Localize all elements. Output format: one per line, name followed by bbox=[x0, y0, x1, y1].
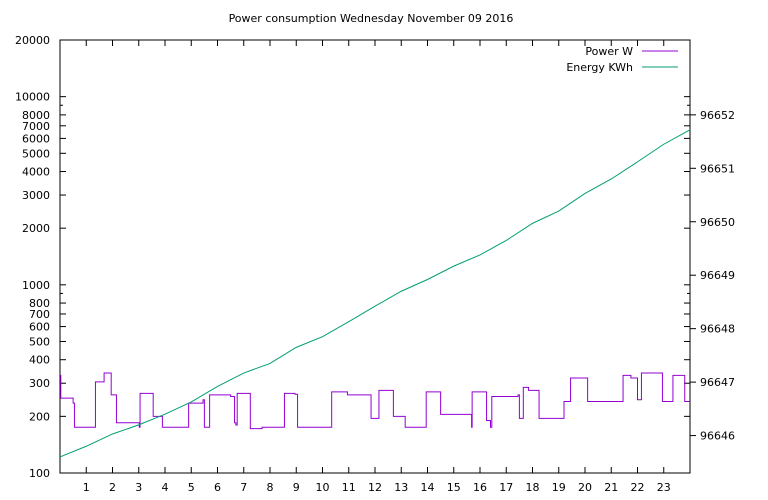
x-tick-label: 20 bbox=[578, 481, 592, 494]
y2-tick-label: 96648 bbox=[700, 323, 735, 336]
legend-label: Energy KWh bbox=[566, 61, 633, 74]
y-tick-label: 4000 bbox=[22, 166, 50, 179]
series-layer bbox=[59, 129, 691, 458]
x-tick-label: 19 bbox=[552, 481, 566, 494]
x-tick-label: 21 bbox=[604, 481, 618, 494]
y-tick-label: 1000 bbox=[22, 279, 50, 292]
x-tick-label: 22 bbox=[631, 481, 645, 494]
y-tick-label: 700 bbox=[29, 308, 50, 321]
energy-series-line bbox=[59, 129, 691, 458]
x-tick-label: 1 bbox=[83, 481, 90, 494]
x-tick-label: 13 bbox=[394, 481, 408, 494]
y-tick-label: 10000 bbox=[15, 91, 50, 104]
y2-tick-label: 96650 bbox=[700, 216, 735, 229]
y-tick-label: 8000 bbox=[22, 109, 50, 122]
y-tick-label: 3000 bbox=[22, 189, 50, 202]
y2-tick-label: 96652 bbox=[700, 109, 735, 122]
y-tick-label: 400 bbox=[29, 354, 50, 367]
x-tick-label: 10 bbox=[316, 481, 330, 494]
x-axis: 1 2 3 4 5 6 7 8 9 10 11 12 13 14 15 16 17 18 19 20 21 22 23 bbox=[83, 40, 671, 494]
x-tick-label: 6 bbox=[214, 481, 221, 494]
y-tick-label: 600 bbox=[29, 321, 50, 334]
y-tick-label: 800 bbox=[29, 297, 50, 310]
x-tick-label: 17 bbox=[499, 481, 513, 494]
y-tick-label: 7000 bbox=[22, 120, 50, 133]
y-tick-label: 5000 bbox=[22, 147, 50, 160]
x-tick-label: 3 bbox=[135, 481, 142, 494]
x-tick-label: 9 bbox=[293, 481, 300, 494]
y2-tick-label: 96651 bbox=[700, 162, 735, 175]
x-tick-label: 11 bbox=[342, 481, 356, 494]
y2-tick-label: 96649 bbox=[700, 269, 735, 282]
y-tick-label: 2000 bbox=[22, 222, 50, 235]
plot-frame bbox=[59, 39, 691, 474]
x-tick-label: 12 bbox=[368, 481, 382, 494]
x-tick-label: 8 bbox=[267, 481, 274, 494]
x-tick-label: 4 bbox=[162, 481, 169, 494]
x-tick-label: 16 bbox=[473, 481, 487, 494]
power-series-line bbox=[60, 372, 690, 430]
y-tick-label: 300 bbox=[29, 377, 50, 390]
legend-label: Power W bbox=[585, 45, 633, 58]
y2-tick-label: 96647 bbox=[700, 376, 735, 389]
y2-tick-label: 96646 bbox=[700, 430, 735, 443]
x-tick-label: 14 bbox=[421, 481, 435, 494]
x-tick-label: 5 bbox=[188, 481, 195, 494]
x-tick-label: 18 bbox=[526, 481, 540, 494]
x-tick-label: 2 bbox=[109, 481, 116, 494]
y-tick-label: 20000 bbox=[15, 34, 50, 47]
x-tick-label: 7 bbox=[240, 481, 247, 494]
y-tick-label: 100 bbox=[29, 467, 50, 480]
y-tick-label: 6000 bbox=[22, 132, 50, 145]
x-tick-label: 23 bbox=[657, 481, 671, 494]
legend: Power W Energy KWh bbox=[566, 45, 678, 74]
y-tick-label: 200 bbox=[29, 410, 50, 423]
y-axis-right: 96646 96647 96648 96649 96650 96651 96652 bbox=[690, 109, 735, 443]
x-tick-label: 15 bbox=[447, 481, 461, 494]
y-tick-label: 500 bbox=[29, 335, 50, 348]
chart-title: Power consumption Wednesday November 09 … bbox=[229, 12, 514, 25]
